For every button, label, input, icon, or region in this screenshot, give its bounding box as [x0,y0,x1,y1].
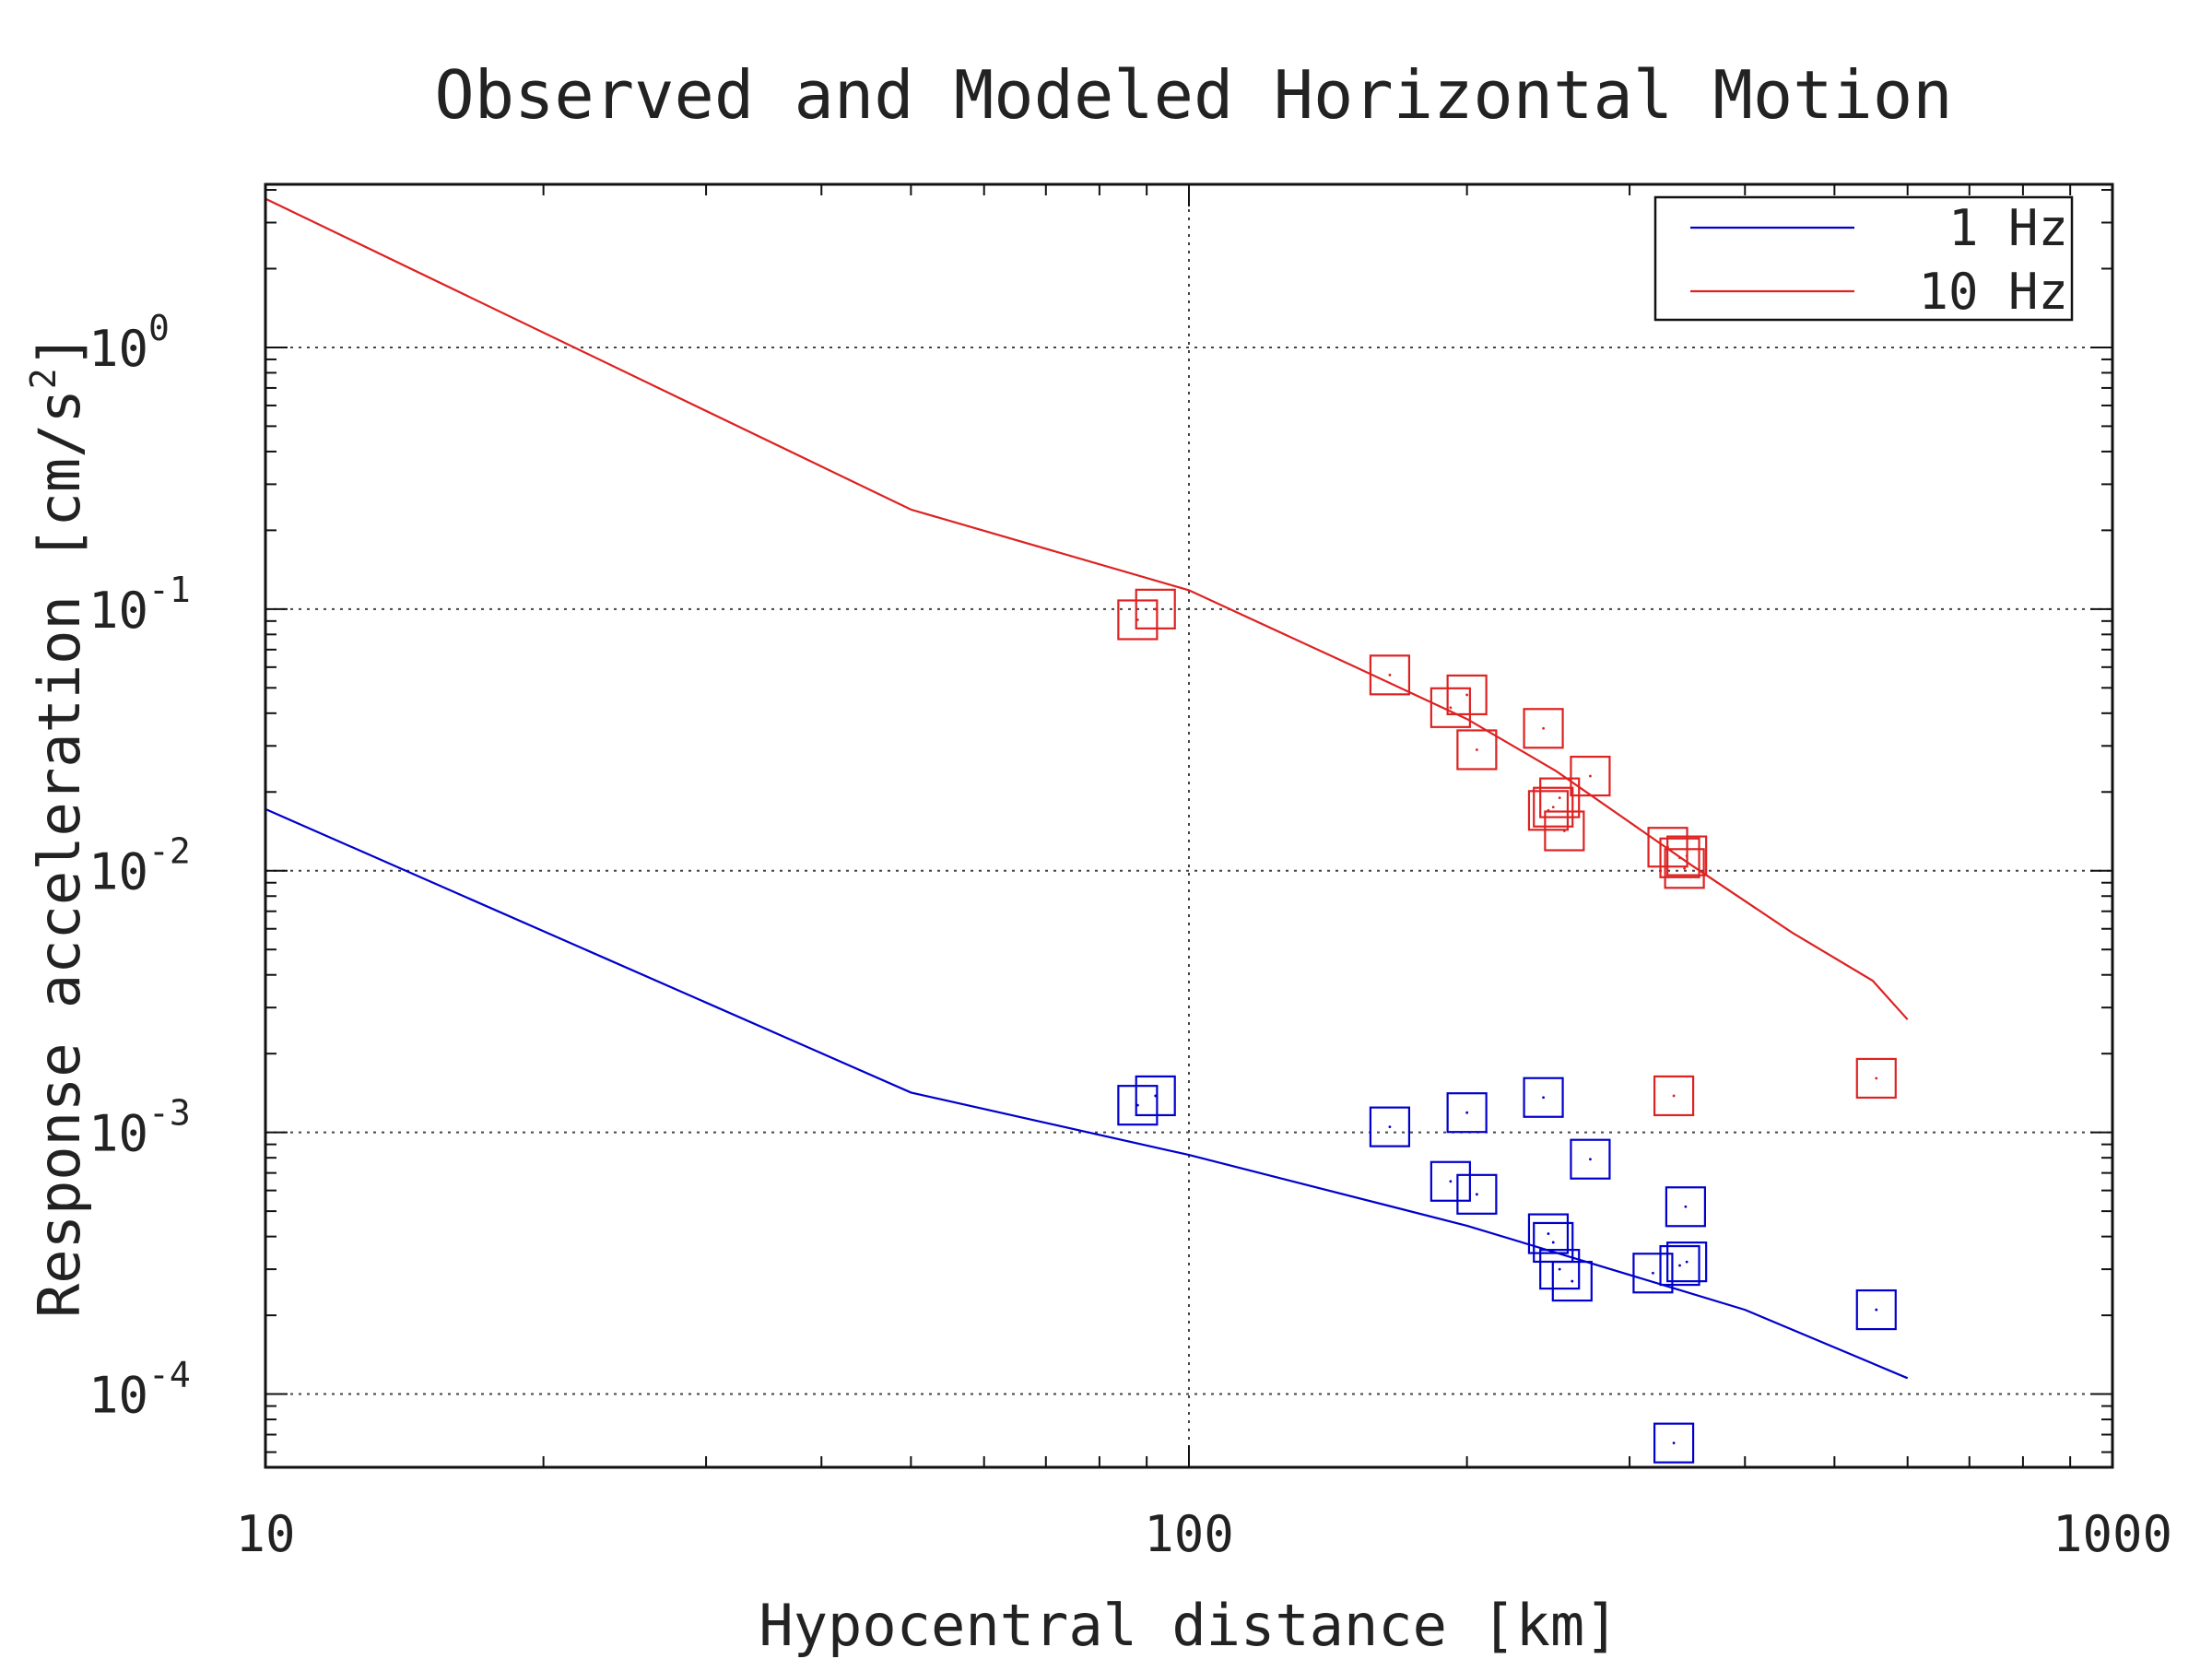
data-point [1659,837,1700,878]
data-point [1135,588,1176,629]
y-axis-label-close: ] [26,334,93,368]
data-point [1430,1160,1471,1202]
data-point-center [1475,1193,1478,1196]
data-point [1523,708,1564,749]
series-lines [265,197,1909,1380]
data-point-center [1875,1077,1878,1080]
data-point-center [1154,607,1158,611]
data-point [1666,835,1708,877]
data-point-center [1672,1441,1676,1445]
series-line [265,807,1909,1380]
data-point [1456,1173,1498,1215]
data-point [1665,1186,1706,1228]
chart-title: Observed and Modeled Horizontal Motion [434,56,1952,134]
y-tick-label: 10-3 [88,1093,191,1163]
data-point-center [1465,1111,1469,1114]
legend: 1 Hz 10 Hz [1653,195,2074,322]
y-axis-label: Response acceleration [cm/s2] [23,334,93,1318]
data-point [1430,687,1471,728]
data-point-center [1678,1264,1681,1267]
data-point [1855,1057,1897,1100]
data-point-center [1678,856,1681,860]
x-tick-label: 1000 [2053,1505,2172,1563]
data-point-center [1875,1308,1878,1312]
series-line [265,197,1909,1020]
data-point-center [1154,1094,1158,1098]
data-point [1523,1077,1564,1118]
data-point [1855,1288,1897,1331]
data-point-center [1683,866,1687,870]
x-axis-label: Hypocentral distance [km] [759,1592,1618,1659]
data-point-center [1558,796,1561,800]
data-point [1570,1138,1611,1180]
data-point [1666,1241,1708,1283]
data-point [1664,848,1705,889]
legend-label: 1 Hz [1948,199,2068,257]
data-point-center [1684,1205,1688,1208]
data-points [1117,588,1897,1464]
data-point [1653,1422,1695,1464]
data-point [1117,1085,1159,1126]
ticks [265,184,2112,1467]
grid [265,184,2112,1467]
x-tick-label: 10 [235,1505,295,1563]
data-point [1446,674,1488,716]
data-point-center [1449,1180,1453,1183]
y-tick-label: 100 [88,308,170,378]
data-point-center [1388,673,1392,677]
x-tick-label: 100 [1144,1505,1234,1563]
data-point [1527,790,1570,831]
data-point-center [1465,693,1469,697]
y-tick-label: 10-1 [88,570,191,640]
y-axis-label-superscript: 2 [23,368,64,389]
data-point-center [1551,806,1555,809]
data-point-center [1589,1158,1592,1161]
data-point [1135,1075,1176,1117]
data-point [1533,786,1574,828]
legend-label: 10 Hz [1918,263,2068,321]
data-point [1544,810,1585,852]
data-point [1570,755,1611,797]
y-tick-label: 10-2 [88,831,191,901]
tick-labels: 10 100 1000 100 10-1 10-2 10-3 10-4 [88,308,2172,1563]
data-point [1551,1260,1593,1302]
data-point [1632,1253,1674,1294]
legend-box [1653,195,2074,322]
data-point [1117,599,1159,641]
data-point [1446,1092,1488,1134]
data-point-center [1562,830,1566,832]
data-point-center [1685,1260,1688,1264]
data-point-center [1685,854,1688,857]
data-point [1527,1213,1570,1254]
data-point-center [1558,1267,1561,1271]
data-point [1539,777,1581,818]
data-point [1369,654,1411,696]
data-point [1653,1075,1695,1117]
data-point-center [1551,1241,1555,1244]
data-point [1369,1106,1411,1147]
data-point-center [1589,774,1592,778]
y-axis-label-text: Response acceleration [cm/s [26,389,93,1318]
data-point [1659,1244,1700,1287]
y-tick-label: 10-4 [88,1355,191,1425]
data-point-center [1542,726,1545,730]
data-point [1539,1248,1581,1290]
data-point-center [1672,1094,1676,1098]
data-point-center [1542,1096,1545,1100]
data-point-center [1388,1125,1392,1129]
data-point-center [1652,1271,1654,1275]
data-point-center [1475,748,1478,751]
data-point-center [1449,706,1453,710]
data-point [1456,729,1498,771]
data-point-center [1571,1279,1574,1283]
data-point-center [1547,1232,1550,1235]
